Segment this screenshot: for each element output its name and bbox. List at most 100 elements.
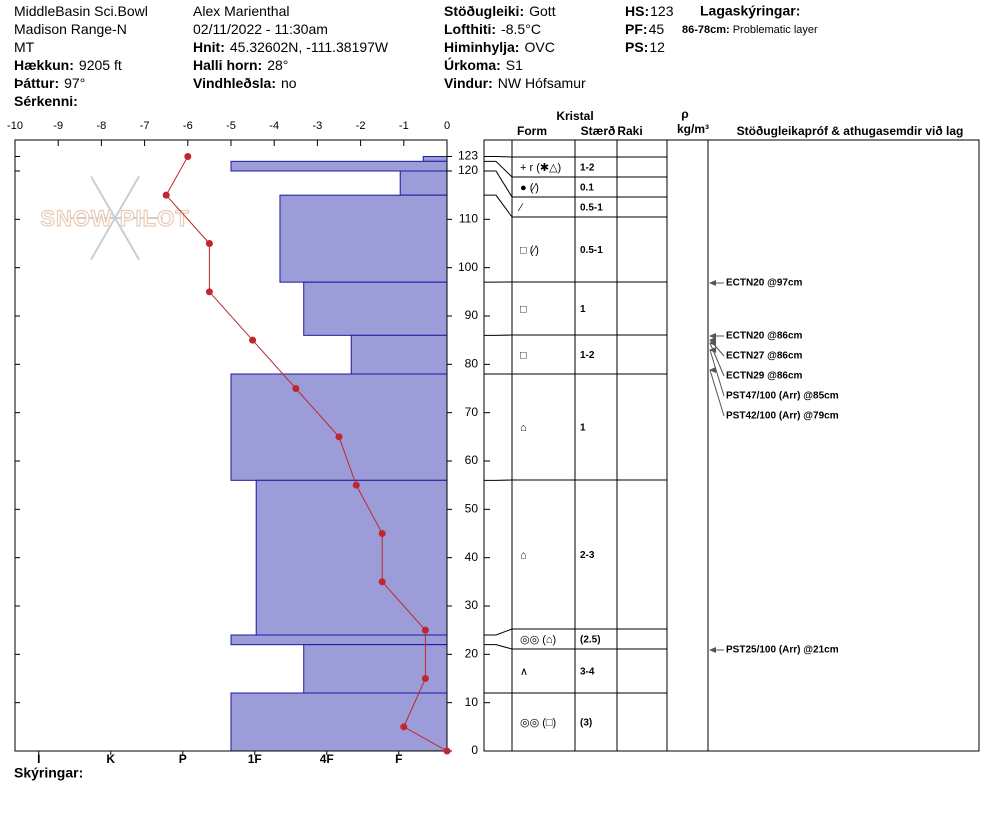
logo: SNOW PILOT bbox=[40, 175, 189, 261]
grain-form: ∕ bbox=[517, 202, 524, 214]
grain-size: 2-3 bbox=[580, 550, 595, 561]
header-label: Úrkoma: bbox=[444, 56, 501, 73]
grain-size: 1-2 bbox=[580, 163, 595, 174]
table-header: kg/m³ bbox=[677, 122, 709, 136]
x-tick-label: -2 bbox=[356, 120, 366, 132]
table-header: Kristal bbox=[556, 109, 593, 123]
temperature-point bbox=[443, 747, 451, 755]
grain-size: (3) bbox=[580, 718, 592, 729]
hardness-tick-label: K bbox=[106, 752, 115, 766]
grain-size: 1 bbox=[580, 304, 586, 315]
x-tick-label: -4 bbox=[269, 120, 279, 132]
y-tick-label: 120 bbox=[458, 163, 478, 177]
test-arrow bbox=[709, 342, 725, 377]
temperature-point bbox=[335, 433, 343, 441]
table-header: Stærð bbox=[581, 124, 616, 138]
hardness-bar bbox=[399, 170, 448, 196]
footer: Skýringar: bbox=[14, 765, 83, 781]
header-line: Stöðugleiki: Gott bbox=[444, 3, 556, 19]
grain-size: (2.5) bbox=[580, 635, 601, 646]
hardness-tick-label: P bbox=[179, 752, 187, 766]
grain-size: 1-2 bbox=[580, 350, 595, 361]
y-tick-label: 0 bbox=[471, 743, 478, 757]
grain-form: □ (∕) bbox=[520, 244, 539, 256]
header-label: Sérkenni: bbox=[14, 93, 78, 109]
x-tick-label: -3 bbox=[313, 120, 323, 132]
hardness-bar bbox=[422, 156, 448, 162]
header-line: MT bbox=[14, 39, 35, 55]
header-line: MiddleBasin Sci.Bowl bbox=[14, 3, 148, 19]
header-line: Þáttur: 97° bbox=[14, 75, 85, 91]
grain-size: 1 bbox=[580, 423, 586, 434]
header-text: MT bbox=[14, 39, 35, 55]
grain-form: ⌂ bbox=[520, 422, 527, 434]
header-value: Gott bbox=[529, 3, 556, 19]
depth-connector bbox=[484, 160, 513, 178]
test-label: ECTN20 @86cm bbox=[726, 331, 803, 342]
temperature-point bbox=[205, 240, 213, 247]
table-header: ρ bbox=[681, 107, 688, 121]
logo-flake bbox=[90, 175, 116, 219]
header-value: no bbox=[281, 75, 297, 91]
y-tick-label: 90 bbox=[465, 308, 479, 322]
test-label: PST25/100 (Arr) @21cm bbox=[726, 645, 839, 656]
depth-connector bbox=[484, 170, 513, 198]
legend-item: 86-78cm: Problematic layer bbox=[682, 24, 818, 36]
temperature-point bbox=[249, 336, 257, 344]
header-line: Úrkoma: S1 bbox=[444, 56, 523, 73]
temperature-point bbox=[400, 723, 408, 731]
header-line: PS:12 bbox=[625, 39, 665, 55]
y-tick-label: 30 bbox=[465, 598, 479, 612]
grain-size: 3-4 bbox=[580, 667, 595, 678]
y-tick-label: 123 bbox=[458, 149, 478, 163]
header-value: 45 bbox=[649, 21, 665, 37]
header-label: Stöðugleiki: bbox=[444, 3, 524, 19]
y-tick-label: 110 bbox=[459, 212, 478, 226]
grain-form: + r (✱△) bbox=[520, 162, 561, 174]
temperature-point bbox=[292, 385, 300, 392]
test-arrow bbox=[709, 369, 725, 417]
legend-value: Problematic layer bbox=[733, 24, 818, 36]
temperature-line bbox=[165, 156, 448, 752]
header-value: 12 bbox=[649, 39, 665, 55]
y-tick-label: 70 bbox=[465, 405, 479, 419]
header-label: PF: bbox=[625, 21, 648, 37]
hardness-bar bbox=[350, 334, 448, 375]
header-value: S1 bbox=[506, 57, 523, 73]
hardness-bar bbox=[303, 281, 448, 336]
test-label: PST47/100 (Arr) @85cm bbox=[726, 391, 839, 402]
y-tick-label: 40 bbox=[465, 550, 479, 564]
grain-form: ◎◎ (⌂) bbox=[520, 634, 556, 646]
hardness-bar bbox=[230, 373, 448, 481]
header-line: HS:123 bbox=[625, 3, 674, 19]
header-line: Madison Range-N bbox=[14, 21, 127, 37]
header-line: Hnit: 45.32602N, -111.38197W bbox=[193, 39, 389, 55]
x-tick-label: -8 bbox=[97, 120, 107, 132]
header-value: 123 bbox=[650, 3, 674, 19]
table-frame bbox=[483, 139, 980, 752]
grain-size: 0.5-1 bbox=[580, 245, 603, 256]
logo-text: SNOW PILOT bbox=[40, 206, 189, 231]
y-tick-label: 100 bbox=[458, 260, 478, 274]
x-tick-label: -9 bbox=[53, 120, 63, 132]
x-tick-label: -5 bbox=[226, 120, 236, 132]
x-tick-label: -7 bbox=[140, 120, 150, 132]
header-line: Vindhleðsla: no bbox=[193, 75, 297, 91]
hardness-bar bbox=[303, 644, 448, 694]
x-tick-label: -6 bbox=[183, 120, 193, 132]
header-line: Alex Marienthal bbox=[193, 3, 290, 19]
header-text: Alex Marienthal bbox=[193, 3, 290, 19]
temperature-point bbox=[378, 578, 386, 586]
temperature-point bbox=[378, 530, 386, 537]
temperature-point bbox=[421, 626, 429, 634]
header-text: 02/11/2022 - 11:30am bbox=[193, 21, 328, 37]
header-value: 45.32602N, -111.38197W bbox=[230, 39, 389, 55]
legend-label: 86-78cm: bbox=[682, 24, 730, 36]
header-line: Lofthiti: -8.5°C bbox=[444, 21, 541, 37]
header-label: HS: bbox=[625, 3, 649, 19]
test-arrow bbox=[709, 349, 725, 397]
header-value: -8.5°C bbox=[501, 21, 541, 37]
hardness-bar bbox=[230, 692, 448, 752]
temperature-point bbox=[162, 191, 170, 199]
hardness-tick-label: 1F bbox=[248, 752, 262, 766]
